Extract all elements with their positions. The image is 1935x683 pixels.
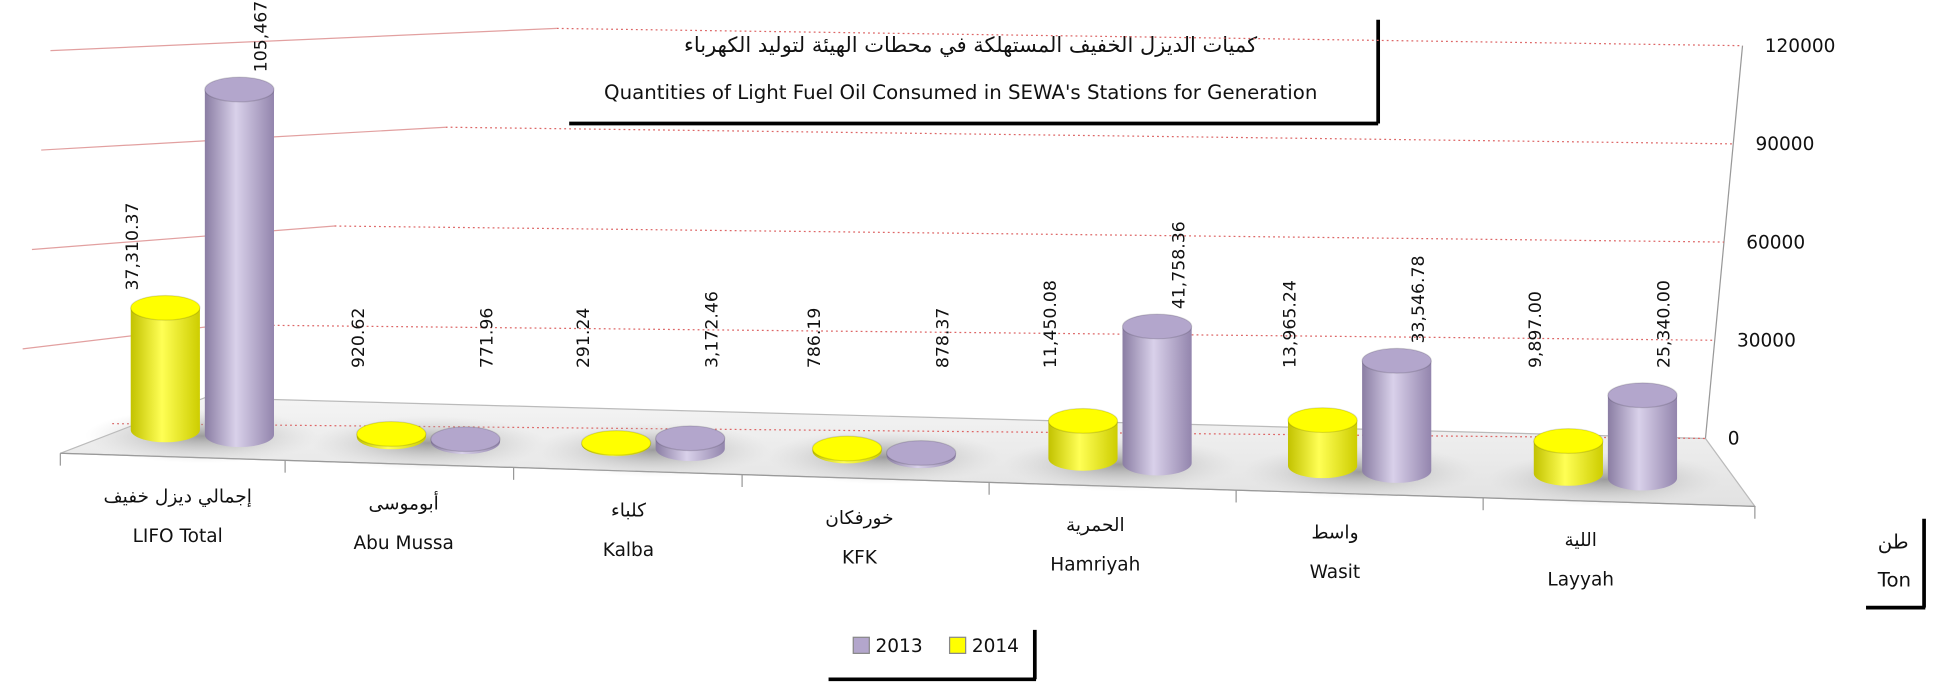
- bar: [1362, 360, 1432, 483]
- y-tick-label: 60000: [1746, 232, 1805, 253]
- bar: [204, 89, 275, 448]
- bar: [130, 307, 200, 443]
- bar-top: [1607, 382, 1678, 409]
- y-tick-label: 0: [1728, 429, 1740, 450]
- grid-line: [445, 126, 1734, 145]
- bar-top: [130, 294, 201, 321]
- bar-top: [885, 439, 957, 466]
- wall-line: [50, 27, 557, 52]
- value-label: 771.96: [478, 308, 498, 368]
- bar-top: [204, 76, 275, 103]
- shadow: [1002, 437, 1238, 492]
- value-label: 291.24: [574, 308, 594, 368]
- bar-top: [430, 426, 501, 453]
- bar-top: [1533, 428, 1604, 454]
- value-label: 41,758.36: [1169, 221, 1189, 309]
- x-tick-label-ar: كلباء: [611, 501, 646, 522]
- x-tick-label-ar: الحمرية: [1066, 515, 1125, 536]
- shadow: [535, 422, 771, 478]
- title-ar: كميات الديزل الخفيف المستهلكة في محطات ا…: [684, 33, 1257, 57]
- value-label: 878.37: [933, 308, 953, 368]
- y-tick-label: 90000: [1755, 134, 1814, 155]
- bar: [1122, 326, 1192, 476]
- x-tick-label-ar: إجمالي ديزل خفيف: [103, 487, 251, 508]
- bar: [1533, 441, 1603, 486]
- bar-top: [1121, 313, 1193, 340]
- shadow: [311, 415, 546, 471]
- value-label: 33,546.78: [1409, 256, 1429, 344]
- value-label: 105,467.94: [252, 0, 272, 72]
- grid-line: [556, 27, 1743, 47]
- bar: [1607, 395, 1678, 491]
- bar-top: [811, 435, 883, 462]
- x-tick-label: Layyah: [1547, 570, 1614, 591]
- value-label: 786.19: [805, 308, 825, 368]
- legend-swatch: [948, 636, 967, 654]
- shadow: [766, 429, 1002, 485]
- value-label: 25,340.00: [1655, 280, 1675, 368]
- value-label: 9,897.00: [1526, 291, 1546, 368]
- x-tick-label-ar: اللية: [1564, 530, 1596, 551]
- y-tick-label: 120000: [1765, 36, 1836, 57]
- x-tick-label-ar: أبوموسى: [369, 491, 439, 515]
- y-tick-label: 30000: [1737, 330, 1796, 351]
- bar: [1288, 420, 1358, 479]
- bar-top: [1287, 407, 1358, 434]
- x-tick-label: Hamriyah: [1050, 555, 1140, 576]
- x-tick-label: Kalba: [603, 540, 654, 561]
- value-label: 13,965.24: [1280, 280, 1300, 368]
- legend-swatch: [852, 636, 870, 654]
- value-label: 37,310.37: [123, 203, 143, 291]
- value-label: 3,172.46: [702, 291, 722, 368]
- x-tick-label: KFK: [842, 547, 878, 568]
- legend-label: 2014: [972, 636, 1019, 657]
- x-tick-label: Wasit: [1310, 562, 1361, 583]
- x-tick-label-ar: خورفكان: [825, 508, 893, 529]
- x-tick-label-ar: واسط: [1311, 523, 1358, 544]
- y-axis-label-ar: طن: [1878, 530, 1909, 553]
- bar-top: [1361, 347, 1432, 374]
- shadow: [1488, 452, 1723, 507]
- x-tick-label: Abu Mussa: [353, 533, 453, 554]
- bar-top: [580, 429, 652, 456]
- y-axis-label: Ton: [1877, 569, 1911, 592]
- shadow: [1242, 444, 1477, 500]
- wall-line: [31, 225, 335, 251]
- title: Quantities of Light Fuel Oil Consumed in…: [604, 81, 1317, 104]
- value-label: 11,450.08: [1041, 280, 1061, 368]
- legend-label: 2013: [875, 636, 922, 657]
- x-tick-label: LIFO Total: [133, 526, 223, 547]
- bar-top: [356, 420, 427, 447]
- bar-top: [1047, 407, 1119, 434]
- grid-line: [223, 324, 1715, 341]
- value-label: 920.62: [349, 308, 369, 368]
- bar: [1048, 420, 1118, 471]
- bar-top: [655, 425, 726, 452]
- grid-line: [334, 225, 1724, 243]
- shadow: [85, 408, 320, 464]
